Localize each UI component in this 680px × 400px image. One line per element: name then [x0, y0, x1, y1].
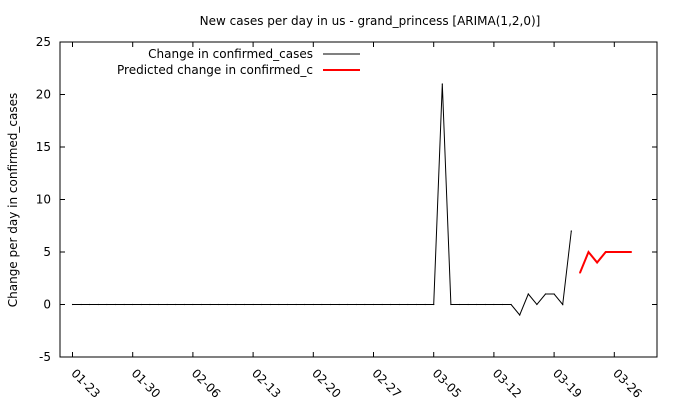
- data-point: [622, 251, 624, 253]
- data-point: [175, 303, 177, 306]
- series-line-predicted: [578, 250, 632, 274]
- data-point: [493, 303, 495, 306]
- data-point: [209, 303, 211, 306]
- data-point: [467, 303, 469, 306]
- data-point: [226, 303, 228, 306]
- data-point: [286, 303, 289, 306]
- y-tick-label: 5: [43, 245, 51, 259]
- data-point: [140, 303, 142, 306]
- data-point: [114, 303, 117, 306]
- data-point: [235, 303, 237, 306]
- data-point: [123, 303, 125, 306]
- x-tick-label: 02-27: [369, 366, 404, 400]
- legend-label: Predicted change in confirmed_c: [117, 63, 313, 77]
- data-point: [192, 303, 194, 306]
- data-point: [364, 303, 366, 306]
- data-point: [441, 83, 443, 85]
- data-point: [166, 303, 168, 306]
- x-axis: 01-23 01-30 02-06 02-13 02-20 02-27 03-05 03-12…: [68, 42, 645, 400]
- data-point: [347, 303, 349, 306]
- data-point: [519, 314, 521, 316]
- data-point: [80, 303, 82, 306]
- x-tick-label: 02-06: [189, 366, 224, 400]
- series-line-actual: [72, 83, 572, 316]
- x-tick-label: 03-19: [550, 366, 585, 400]
- data-point: [157, 303, 160, 306]
- legend: Change in confirmed_cases Predicted chang…: [117, 47, 360, 77]
- data-point: [544, 293, 547, 295]
- plot-frame: [59, 41, 658, 358]
- data-point: [243, 303, 246, 306]
- y-axis: -5 0 5 10 15 20 25: [36, 35, 657, 364]
- data-point: [338, 303, 340, 306]
- data-point: [295, 303, 297, 306]
- data-point: [355, 303, 357, 306]
- data-point: [415, 303, 418, 306]
- y-tick-label: -5: [39, 350, 51, 364]
- data-point: [484, 303, 486, 306]
- chart-title: New cases per day in us - grand_princess…: [200, 14, 541, 28]
- legend-label: Change in confirmed_cases: [148, 47, 313, 61]
- data-point: [321, 303, 323, 306]
- data-point: [89, 303, 91, 306]
- data-point: [570, 230, 572, 232]
- x-tick-label: 02-20: [309, 366, 344, 400]
- data-point: [536, 303, 538, 306]
- data-point: [596, 261, 598, 264]
- data-point: [433, 303, 435, 306]
- data-point: [450, 303, 452, 306]
- data-point: [476, 303, 478, 306]
- data-point: [304, 303, 306, 306]
- data-point: [407, 303, 409, 306]
- data-point: [613, 251, 615, 253]
- x-tick-label: 01-23: [68, 366, 103, 400]
- data-point: [218, 303, 220, 306]
- data-point: [261, 303, 263, 306]
- data-point: [200, 303, 203, 306]
- series-layer: [71, 83, 633, 316]
- y-tick-label: 15: [36, 140, 51, 154]
- data-point: [372, 303, 375, 306]
- data-point: [97, 303, 99, 306]
- y-tick-label: 20: [36, 88, 51, 102]
- data-point: [381, 303, 383, 306]
- y-tick-label: 0: [43, 298, 51, 312]
- y-axis-label: Change per day in confirmed_cases: [6, 93, 20, 308]
- data-point: [579, 272, 581, 274]
- data-point: [149, 303, 151, 306]
- data-point: [329, 303, 332, 306]
- data-point: [527, 293, 529, 295]
- data-point: [562, 303, 564, 306]
- data-point: [553, 293, 555, 295]
- x-tick-label: 03-26: [610, 366, 645, 400]
- y-tick-label: 25: [36, 35, 51, 49]
- x-tick-label: 03-05: [430, 366, 465, 400]
- data-point: [510, 303, 512, 306]
- data-point: [398, 303, 400, 306]
- x-tick-label: 01-30: [129, 366, 164, 400]
- data-point: [424, 303, 426, 306]
- x-tick-label: 02-13: [249, 366, 284, 400]
- data-point: [183, 303, 185, 306]
- data-point: [132, 303, 134, 306]
- data-point: [269, 303, 271, 306]
- data-point: [587, 251, 590, 253]
- x-tick-label: 03-12: [490, 366, 525, 400]
- data-point: [501, 303, 504, 306]
- data-point: [106, 303, 108, 306]
- y-tick-label: 10: [36, 193, 51, 207]
- data-point: [458, 303, 461, 306]
- data-point: [390, 303, 392, 306]
- data-point: [278, 303, 280, 306]
- data-point: [605, 251, 607, 253]
- data-point: [252, 303, 254, 306]
- data-point: [312, 303, 314, 306]
- data-point: [630, 251, 633, 253]
- data-point: [71, 303, 74, 306]
